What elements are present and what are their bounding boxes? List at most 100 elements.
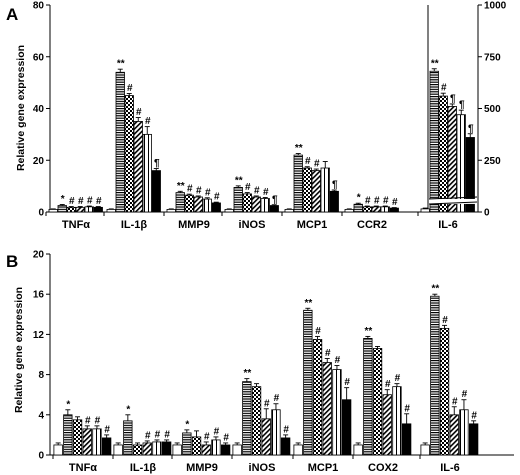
significance-label: # bbox=[344, 377, 350, 388]
bar bbox=[133, 121, 143, 213]
significance-label: # bbox=[305, 156, 311, 167]
significance-label: # bbox=[187, 184, 193, 195]
x-tick-label-mmp9: MMP9 bbox=[186, 462, 218, 474]
bar bbox=[344, 209, 354, 213]
significance-label: # bbox=[404, 403, 410, 414]
significance-label: # bbox=[374, 196, 380, 207]
significance-label: # bbox=[214, 426, 220, 437]
y-tick-label: 4 bbox=[38, 410, 44, 421]
secondary-y-tick-label: 0 bbox=[484, 208, 490, 219]
bar bbox=[251, 196, 261, 213]
bar bbox=[57, 205, 67, 213]
bar bbox=[362, 206, 372, 213]
significance-label: ** bbox=[235, 175, 243, 186]
bar bbox=[269, 205, 279, 213]
significance-label: # bbox=[136, 107, 142, 118]
bar bbox=[429, 70, 439, 213]
significance-label: ** bbox=[431, 58, 439, 69]
significance-label: # bbox=[214, 192, 220, 203]
bar-group-mmp9: *# ## bbox=[172, 419, 231, 456]
bar bbox=[48, 209, 58, 213]
significance-label: # bbox=[395, 373, 401, 384]
significance-label: * bbox=[66, 399, 70, 410]
significance-label: # bbox=[164, 429, 170, 440]
significance-label: ¶ bbox=[154, 158, 160, 169]
bar bbox=[242, 193, 252, 213]
significance-label: # bbox=[441, 83, 447, 94]
significance-label: # bbox=[325, 348, 331, 359]
significance-label: # bbox=[204, 431, 210, 442]
panel-a-y-axis-label: Relative gene expression bbox=[15, 45, 27, 171]
bar bbox=[420, 208, 430, 213]
significance-label: # bbox=[85, 415, 91, 426]
bar bbox=[401, 423, 412, 456]
bar bbox=[311, 170, 321, 213]
y-tick-label: 20 bbox=[33, 156, 45, 167]
x-tick-label-mcp1: MCP1 bbox=[308, 462, 339, 474]
bar bbox=[341, 399, 352, 456]
bar bbox=[123, 420, 133, 456]
bar bbox=[382, 394, 392, 456]
x-tick-label-ccr2: CCR2 bbox=[357, 219, 387, 231]
bar bbox=[66, 206, 76, 213]
panel-b-y-axis-label: Relative gene expression bbox=[13, 287, 25, 413]
x-tick-label-il-1b: IL-1β bbox=[121, 219, 148, 231]
bar bbox=[353, 203, 363, 213]
bar bbox=[371, 206, 381, 213]
significance-label: # bbox=[442, 315, 448, 326]
panel-b-label: B bbox=[6, 252, 18, 271]
significance-label: ¶ bbox=[450, 93, 456, 104]
bar bbox=[151, 170, 161, 213]
bar bbox=[363, 338, 373, 456]
significance-label: # bbox=[471, 410, 477, 421]
y-tick-label: 12 bbox=[33, 330, 45, 341]
y-tick-label: 80 bbox=[33, 1, 45, 12]
bar bbox=[63, 414, 73, 456]
significance-label: # bbox=[196, 185, 202, 196]
bar-group-il-1b: **###¶ bbox=[106, 59, 161, 213]
bar bbox=[251, 386, 262, 456]
significance-label: ** bbox=[304, 298, 312, 309]
bar-group-il-6: **#### bbox=[420, 284, 479, 456]
bar bbox=[322, 362, 332, 456]
bar-group-mcp1: **# #¶ bbox=[284, 143, 339, 213]
bar-group-inos: ** # # # bbox=[232, 368, 291, 456]
significance-label: ** bbox=[177, 181, 185, 192]
bar bbox=[201, 444, 211, 456]
bar bbox=[161, 441, 172, 456]
significance-label: # bbox=[145, 116, 151, 127]
bar bbox=[449, 414, 459, 456]
bar bbox=[233, 187, 243, 213]
bar bbox=[302, 167, 312, 213]
bar bbox=[202, 198, 212, 213]
secondary-y-tick-label: 500 bbox=[484, 104, 501, 115]
bar bbox=[380, 206, 390, 213]
x-tick-label-inos: iNOS bbox=[239, 219, 266, 231]
bar bbox=[320, 167, 330, 213]
significance-label: # bbox=[314, 159, 320, 170]
significance-label: ** bbox=[364, 326, 372, 337]
bar bbox=[211, 439, 221, 456]
bar bbox=[261, 418, 271, 456]
bar bbox=[293, 444, 303, 456]
bar bbox=[260, 198, 270, 213]
bar bbox=[439, 327, 450, 456]
significance-label: # bbox=[69, 196, 75, 207]
bar-group-ccr2: * # # # # bbox=[344, 193, 399, 213]
x-tick-label-il-6: IL-6 bbox=[440, 462, 460, 474]
bar bbox=[72, 419, 83, 456]
bar bbox=[447, 106, 457, 213]
bar-group-mmp9: ** # # # # bbox=[166, 181, 221, 213]
bar bbox=[211, 202, 221, 213]
bar bbox=[392, 386, 402, 456]
panel-a: A Relative gene expression 0 20 40 60 80 0 250… bbox=[6, 1, 507, 232]
bar bbox=[329, 190, 339, 213]
significance-label: # bbox=[245, 182, 251, 193]
significance-label: # bbox=[96, 196, 102, 207]
significance-label: # bbox=[155, 429, 161, 440]
bar bbox=[193, 196, 203, 213]
significance-label: ¶ bbox=[468, 123, 474, 134]
significance-label: ** bbox=[117, 59, 125, 70]
x-tick-label-mmp9: MMP9 bbox=[178, 219, 210, 231]
significance-label: # bbox=[315, 326, 321, 337]
